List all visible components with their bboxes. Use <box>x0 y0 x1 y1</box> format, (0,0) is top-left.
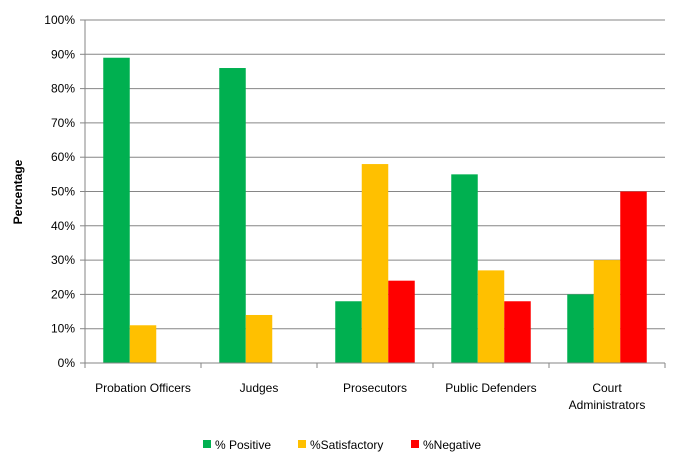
x-category-label: Prosecutors <box>343 381 407 395</box>
bar <box>504 301 531 363</box>
y-axis-ticks: 0% 10% 20% 30% 40% 50% 60% 70% 80% 90% 100% <box>44 13 85 370</box>
axes <box>84 20 665 364</box>
y-axis-label: Percentage <box>11 159 25 224</box>
legend-swatch <box>203 440 211 448</box>
y-tick-label: 10% <box>51 322 75 336</box>
x-category-label: Public Defenders <box>445 381 536 395</box>
x-category-label: Probation Officers <box>95 381 191 395</box>
bar <box>103 57 130 363</box>
y-tick-label: 80% <box>51 82 75 96</box>
bar <box>620 191 647 363</box>
bars <box>103 57 647 364</box>
bar <box>129 325 157 363</box>
x-axis-categories: Probation Officers Judges Prosecutors Publi… <box>84 363 666 412</box>
bar <box>361 164 389 363</box>
legend-label: %Satisfactory <box>310 438 383 452</box>
y-tick-label: 50% <box>51 185 75 199</box>
legend-swatch <box>411 440 419 448</box>
bar <box>567 294 594 363</box>
legend-label: %Negative <box>423 438 481 452</box>
y-tick-label: 100% <box>44 13 75 27</box>
x-category-label: Judges <box>240 381 279 395</box>
bar <box>451 174 478 363</box>
x-category-label: Administrators <box>569 398 646 412</box>
y-tick-label: 90% <box>51 47 75 61</box>
legend-swatch <box>298 440 306 448</box>
x-category-label: Court <box>592 381 622 395</box>
bar <box>477 270 505 363</box>
y-tick-label: 20% <box>51 287 75 301</box>
y-tick-label: 40% <box>51 219 75 233</box>
bar <box>219 68 246 364</box>
legend: % Positive %Satisfactory %Negative <box>203 438 481 452</box>
bar <box>388 280 415 363</box>
bar <box>593 260 621 363</box>
bar <box>245 314 273 363</box>
y-tick-label: 0% <box>58 356 76 370</box>
y-tick-label: 30% <box>51 253 75 267</box>
bar <box>335 301 362 363</box>
y-tick-label: 60% <box>51 150 75 164</box>
legend-label: % Positive <box>215 438 271 452</box>
y-tick-label: 70% <box>51 116 75 130</box>
